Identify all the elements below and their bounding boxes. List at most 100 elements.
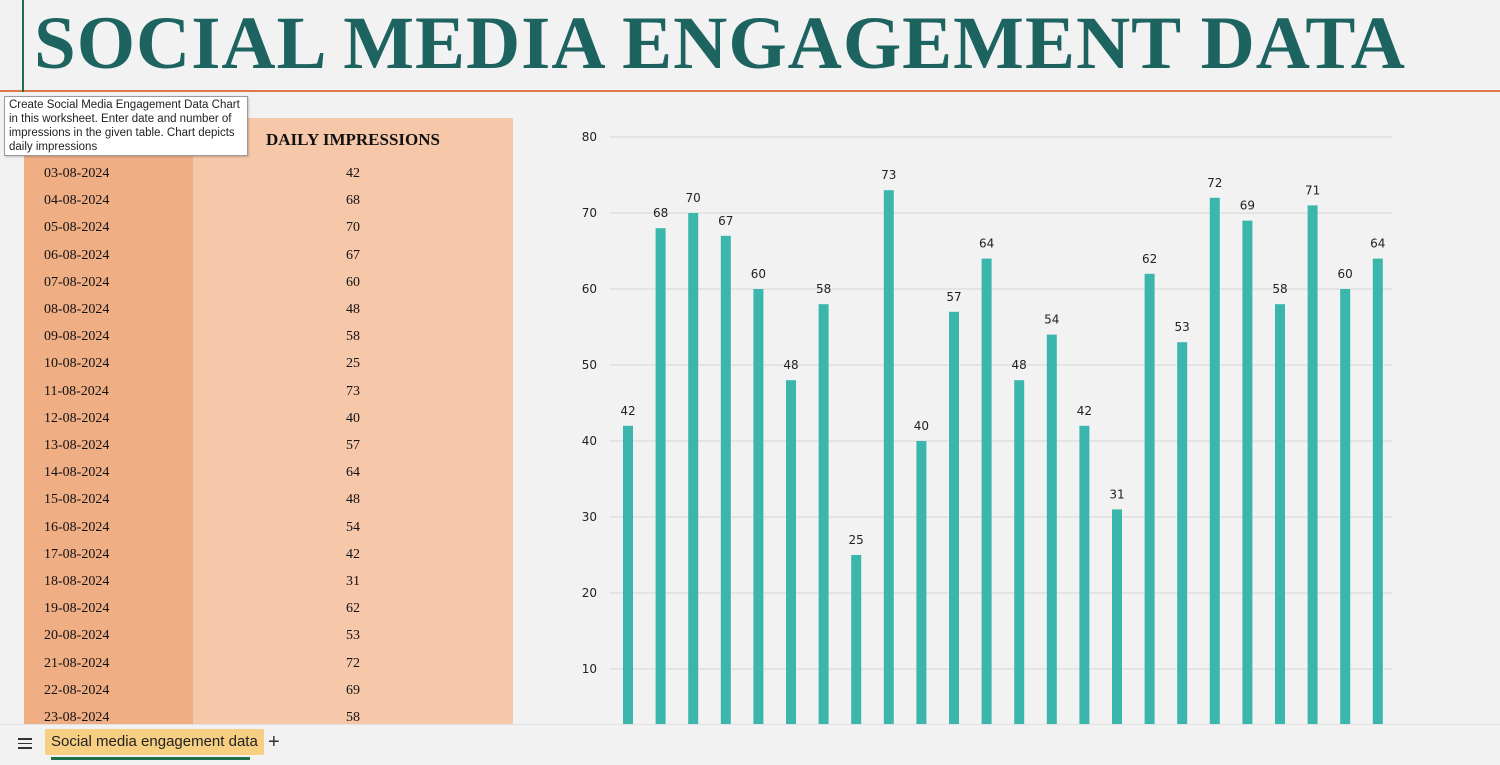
impressions-cell[interactable]: 62	[346, 601, 360, 617]
bar	[1079, 425, 1090, 724]
date-cell[interactable]: 04-08-2024	[44, 193, 110, 209]
table-row[interactable]: 07-08-2024 60	[24, 269, 513, 296]
table-row[interactable]: 19-08-2024 62	[24, 595, 513, 622]
impressions-cell[interactable]: 48	[346, 492, 360, 508]
table-row[interactable]: 17-08-2024 42	[24, 541, 513, 568]
page-title: SOCIAL MEDIA ENGAGEMENT DATA	[34, 2, 1406, 85]
table-row[interactable]: 15-08-2024 48	[24, 486, 513, 513]
date-cell[interactable]: 05-08-2024	[44, 220, 110, 236]
impressions-cell[interactable]: 60	[346, 274, 360, 290]
table-row[interactable]: 18-08-2024 31	[24, 568, 513, 595]
active-tab-indicator	[51, 757, 250, 760]
table-row[interactable]: 09-08-2024 58	[24, 323, 513, 350]
impressions-cell[interactable]: 68	[346, 193, 360, 209]
bar	[688, 213, 699, 724]
data-label: 64	[1370, 237, 1385, 251]
date-cell[interactable]: 06-08-2024	[44, 247, 110, 263]
bar	[1014, 380, 1025, 724]
bar	[1340, 289, 1351, 724]
table-row[interactable]: 10-08-2024 25	[24, 350, 513, 377]
impressions-cell[interactable]: 48	[346, 302, 360, 317]
sheet-tab-social-media-engagement-data[interactable]: Social media engagement data	[45, 729, 264, 755]
date-cell[interactable]: 19-08-2024	[44, 601, 110, 617]
data-label: 48	[1012, 358, 1027, 372]
y-tick-label: 30	[582, 510, 597, 524]
bar	[753, 289, 764, 724]
data-label: 62	[1142, 252, 1157, 266]
impressions-cell[interactable]: 54	[346, 519, 360, 535]
date-cell[interactable]: 13-08-2024	[44, 438, 110, 453]
data-label: 58	[816, 282, 831, 296]
bar	[883, 190, 894, 724]
date-cell[interactable]: 10-08-2024	[44, 356, 110, 372]
table-row[interactable]: 04-08-2024 68	[24, 187, 513, 214]
impressions-cell[interactable]: 53	[346, 628, 360, 644]
table-row[interactable]: 22-08-2024 69	[24, 677, 513, 704]
date-cell[interactable]: 22-08-2024	[44, 682, 110, 698]
date-cell[interactable]: 08-08-2024	[44, 302, 110, 317]
impressions-cell[interactable]: 70	[346, 220, 360, 236]
date-cell[interactable]: 18-08-2024	[44, 574, 110, 589]
impressions-cell[interactable]: 72	[346, 655, 360, 671]
impressions-table: DAILY IMPRESSIONS 03-08-2024 42 04-08-2024…	[24, 118, 513, 724]
impressions-cell[interactable]: 64	[346, 465, 360, 481]
hamburger-menu-icon[interactable]	[16, 735, 34, 753]
bar	[1275, 304, 1285, 724]
date-cell[interactable]: 07-08-2024	[44, 274, 110, 290]
impressions-cell[interactable]: 42	[346, 546, 360, 562]
date-cell[interactable]: 15-08-2024	[44, 492, 110, 508]
date-cell[interactable]: 21-08-2024	[44, 655, 110, 671]
y-tick-label: 10	[582, 662, 597, 676]
impressions-cell[interactable]: 58	[346, 329, 360, 345]
table-row[interactable]: 13-08-2024 57	[24, 432, 513, 459]
impressions-cell[interactable]: 69	[346, 682, 360, 698]
table-row[interactable]: 11-08-2024 73	[24, 378, 513, 405]
table-row[interactable]: 03-08-2024 42	[24, 160, 513, 187]
bar	[818, 304, 829, 724]
y-tick-label: 50	[582, 358, 597, 372]
table-row[interactable]: 08-08-2024 48	[24, 296, 513, 323]
date-cell[interactable]: 09-08-2024	[44, 329, 110, 345]
impressions-cell[interactable]: 73	[346, 383, 360, 399]
date-cell[interactable]: 14-08-2024	[44, 465, 110, 481]
data-label: 25	[849, 533, 864, 547]
impressions-cell[interactable]: 58	[346, 710, 360, 724]
date-cell[interactable]: 16-08-2024	[44, 519, 110, 535]
add-sheet-icon[interactable]: +	[268, 731, 280, 753]
table-row[interactable]: 23-08-2024 58	[24, 704, 513, 724]
date-cell[interactable]: 17-08-2024	[44, 546, 110, 562]
data-label: 69	[1240, 199, 1255, 213]
table-row[interactable]: 05-08-2024 70	[24, 214, 513, 241]
bar	[851, 555, 862, 724]
column-header-daily-impressions[interactable]: DAILY IMPRESSIONS	[266, 130, 440, 149]
date-cell[interactable]: 20-08-2024	[44, 628, 110, 644]
table-row[interactable]: 12-08-2024 40	[24, 405, 513, 432]
date-cell[interactable]: 03-08-2024	[44, 166, 110, 181]
impressions-cell[interactable]: 40	[346, 410, 360, 426]
impressions-cell[interactable]: 42	[346, 166, 360, 181]
table-row[interactable]: 20-08-2024 53	[24, 622, 513, 649]
data-label: 31	[1109, 487, 1124, 501]
bar	[720, 235, 731, 724]
data-label: 42	[620, 404, 635, 418]
date-cell[interactable]: 12-08-2024	[44, 410, 110, 426]
data-label: 48	[783, 358, 798, 372]
date-cell[interactable]: 23-08-2024	[44, 710, 110, 724]
table-row[interactable]: 06-08-2024 67	[24, 242, 513, 269]
impressions-cell[interactable]: 31	[346, 574, 360, 589]
bar	[1177, 342, 1188, 724]
data-label: 57	[946, 290, 961, 304]
table-row[interactable]: 16-08-2024 54	[24, 514, 513, 541]
impressions-cell[interactable]: 25	[346, 356, 360, 372]
date-cell[interactable]: 11-08-2024	[44, 383, 109, 399]
table-row[interactable]: 14-08-2024 64	[24, 459, 513, 486]
bar	[981, 258, 992, 724]
impressions-cell[interactable]: 57	[346, 438, 360, 453]
impressions-cell[interactable]: 67	[346, 247, 360, 263]
impressions-bar-chart[interactable]: 10 20 30 40 50 60 70 80 42 68 70 67 60 48 58 25 73 40 57 64…	[560, 118, 1420, 724]
cell-comment-tooltip: Create Social Media Engagement Data Char…	[4, 96, 248, 156]
date-column	[24, 118, 193, 724]
data-label: 64	[979, 237, 994, 251]
sheet-tab-bar: Social media engagement data +	[0, 724, 1500, 765]
table-row[interactable]: 21-08-2024 72	[24, 650, 513, 677]
